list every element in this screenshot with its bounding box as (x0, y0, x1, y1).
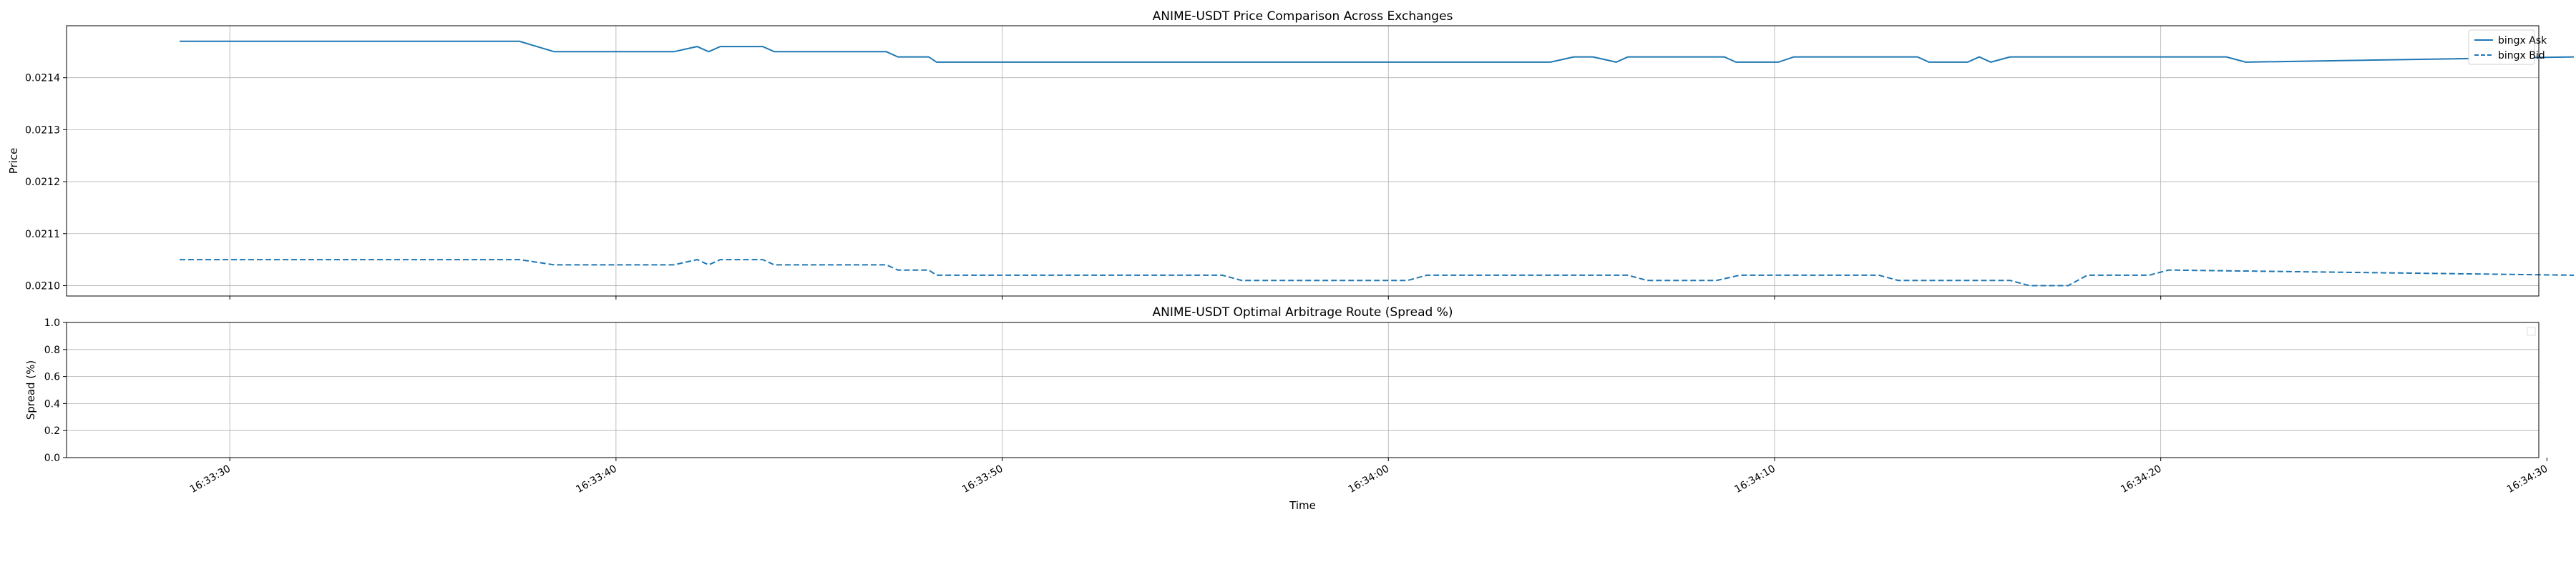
price-chart-lines (180, 40, 2575, 287)
price-y-tick-label: 0.0211 (25, 229, 60, 240)
price-chart-legend: bingx Ask bingx Bid (2468, 29, 2547, 65)
price-chart-title: ANIME-USDT Price Comparison Across Excha… (1153, 9, 1453, 24)
series-line-bingx-bid (180, 259, 2575, 287)
spread-chart-title: ANIME-USDT Optimal Arbitrage Route (Spre… (1153, 305, 1453, 320)
spread-y-tick-label: 0.2 (44, 425, 60, 437)
spread-chart-grid (67, 322, 2539, 458)
spread-x-tick-label: 16:34:20 (2119, 463, 2163, 495)
spread-x-axis-label: Time (1289, 499, 1316, 512)
price-x-axis-ticks (229, 296, 2162, 300)
price-y-tick-label: 0.0212 (25, 177, 60, 188)
spread-x-tick-label: 16:34:10 (1732, 463, 1777, 495)
spread-x-tick-label: 16:33:50 (960, 463, 1005, 495)
spread-y-axis-ticks: 0.0 0.2 0.4 0.6 0.8 1.0 (44, 317, 67, 464)
spread-x-tick-label: 16:34:00 (1347, 463, 1391, 495)
spread-chart: ANIME-USDT Optimal Arbitrage Route (Spre… (24, 305, 2550, 512)
spread-x-axis-ticks: 16:33:30 16:33:40 16:33:50 16:34:00 16:34:10… (188, 458, 2550, 495)
spread-y-tick-label: 1.0 (44, 317, 60, 329)
spread-x-tick-label: 16:34:30 (2505, 463, 2550, 495)
price-y-tick-label: 0.0213 (25, 124, 60, 136)
spread-x-tick-label: 16:33:30 (188, 463, 233, 495)
spread-y-axis-label: Spread (%) (24, 360, 37, 420)
price-y-axis-ticks: 0.0210 0.0211 0.0212 0.0213 0.0214 (25, 73, 67, 292)
price-y-axis-label: Price (7, 148, 20, 174)
spread-x-tick-label: 16:33:40 (574, 463, 618, 495)
legend-label: bingx Ask (2498, 35, 2547, 46)
price-chart-frame (66, 25, 2540, 297)
price-y-tick-label: 0.0214 (25, 73, 60, 84)
spread-chart-empty-legend (2527, 327, 2536, 336)
spread-y-tick-label: 0.4 (44, 398, 60, 410)
spread-chart-frame (66, 322, 2540, 458)
series-line-bingx-ask (180, 40, 2575, 63)
spread-y-tick-label: 0.0 (44, 453, 60, 464)
legend-label: bingx Bid (2498, 50, 2545, 61)
price-comparison-chart: ANIME-USDT Price Comparison Across Excha… (7, 9, 2575, 300)
price-chart-grid (67, 26, 2539, 296)
price-y-tick-label: 0.0210 (25, 280, 60, 292)
spread-y-tick-label: 0.8 (44, 345, 60, 356)
spread-y-tick-label: 0.6 (44, 372, 60, 383)
